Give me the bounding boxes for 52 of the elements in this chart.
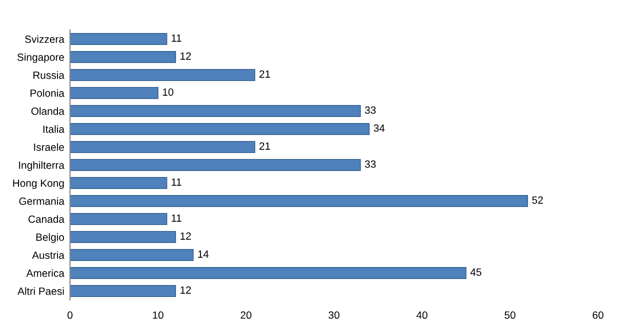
x-tick-label: 50 xyxy=(504,311,516,319)
data-label: 12 xyxy=(180,286,191,294)
data-label: 33 xyxy=(364,160,376,168)
bar xyxy=(70,105,361,117)
bar xyxy=(70,123,370,135)
bar xyxy=(70,213,168,225)
bar xyxy=(70,249,194,261)
y-tick-label: Inghilterra xyxy=(19,161,64,171)
y-tick-label: Hong Kong xyxy=(13,180,64,189)
x-tick-label: 40 xyxy=(416,311,428,319)
y-tick-label: Germania xyxy=(19,197,64,205)
y-tick-label: Russia xyxy=(33,71,64,79)
y-tick-label: America xyxy=(26,269,64,277)
bar xyxy=(70,267,466,279)
data-label: 45 xyxy=(470,268,482,276)
y-tick-label: Svizzera xyxy=(24,35,64,43)
data-label: 11 xyxy=(172,178,182,186)
data-label: 52 xyxy=(532,196,543,204)
data-label: 12 xyxy=(180,232,191,240)
x-tick-label: 30 xyxy=(328,311,340,319)
x-tick-label: 10 xyxy=(153,311,164,319)
y-tick-label: Altri Paesi xyxy=(18,287,64,295)
y-tick-label: Italia xyxy=(43,125,64,133)
y-tick-label: Canada xyxy=(28,215,64,223)
bar xyxy=(70,33,168,45)
bar xyxy=(70,159,361,171)
data-label: 10 xyxy=(162,88,174,96)
bar xyxy=(70,69,256,81)
data-label: 11 xyxy=(172,214,182,222)
bar xyxy=(70,87,158,99)
bar xyxy=(70,51,176,63)
data-label: 14 xyxy=(198,250,209,258)
data-label: 33 xyxy=(364,106,376,114)
y-tick-label: Austria xyxy=(32,251,64,259)
data-label: 12 xyxy=(180,52,191,60)
y-tick-label: Polonia xyxy=(30,89,64,97)
data-label: 34 xyxy=(374,124,385,132)
y-tick-label: Olanda xyxy=(31,107,64,115)
bar xyxy=(70,177,168,189)
y-tick-label: Belgio xyxy=(36,233,64,243)
data-label: 21 xyxy=(259,142,270,150)
data-label: 11 xyxy=(172,34,182,42)
data-label: 21 xyxy=(259,70,270,78)
x-tick-label: 60 xyxy=(592,311,604,319)
y-tick-label: Singapore xyxy=(17,53,64,63)
y-tick-label: Israele xyxy=(34,143,64,151)
bar xyxy=(70,141,256,153)
bar xyxy=(70,231,176,243)
x-tick-label: 0 xyxy=(68,311,72,319)
bar xyxy=(70,195,528,207)
bar xyxy=(70,285,176,297)
x-tick-label: 20 xyxy=(240,311,252,319)
